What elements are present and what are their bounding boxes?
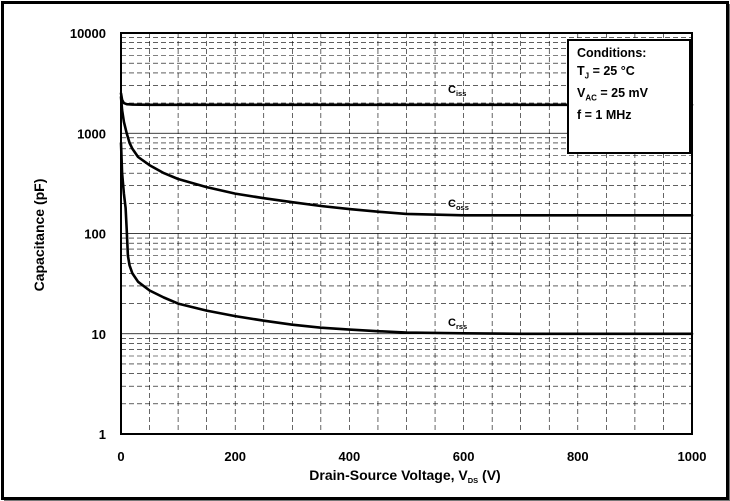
series-line-ciss [119, 92, 694, 107]
series-layer [119, 92, 694, 336]
series-line-crss [119, 141, 694, 336]
x-tick-label: 800 [567, 449, 589, 464]
condition-ac-voltage: VAC = 25 mV [577, 85, 648, 103]
x-tick-label: 200 [224, 449, 246, 464]
x-axis-title: Drain-Source Voltage, VDS (V) [309, 467, 500, 485]
x-tick-label: 0 [117, 449, 124, 464]
x-tick-label: 1000 [678, 449, 707, 464]
x-tick-label: 600 [453, 449, 475, 464]
plot-area-border [120, 32, 693, 435]
tick-labels: 0 200 400 600 800 1000 1 10 100 1000 10000 [70, 26, 707, 464]
y-tick-label: 100 [84, 227, 106, 242]
condition-frequency: f = 1 MHz [577, 107, 632, 122]
y-tick-label: 10 [92, 327, 106, 342]
series-label-coss: Coss [448, 198, 469, 212]
x-tick-label: 400 [339, 449, 361, 464]
condition-junction-temp: TJ = 25 °C [577, 63, 635, 81]
y-tick-label: 1000 [77, 126, 106, 141]
series-line-coss [119, 95, 694, 217]
series-label-ciss: Ciss [448, 84, 466, 98]
series-label-crss: Crss [448, 317, 467, 331]
y-axis-title: Capacitance (pF) [31, 179, 47, 292]
conditions-title: Conditions: [577, 46, 647, 60]
y-tick-label: 1 [99, 427, 106, 442]
conditions-box: Conditions: TJ = 25 °C VAC = 25 mV f = 1… [567, 39, 691, 154]
y-tick-label: 10000 [70, 26, 106, 41]
